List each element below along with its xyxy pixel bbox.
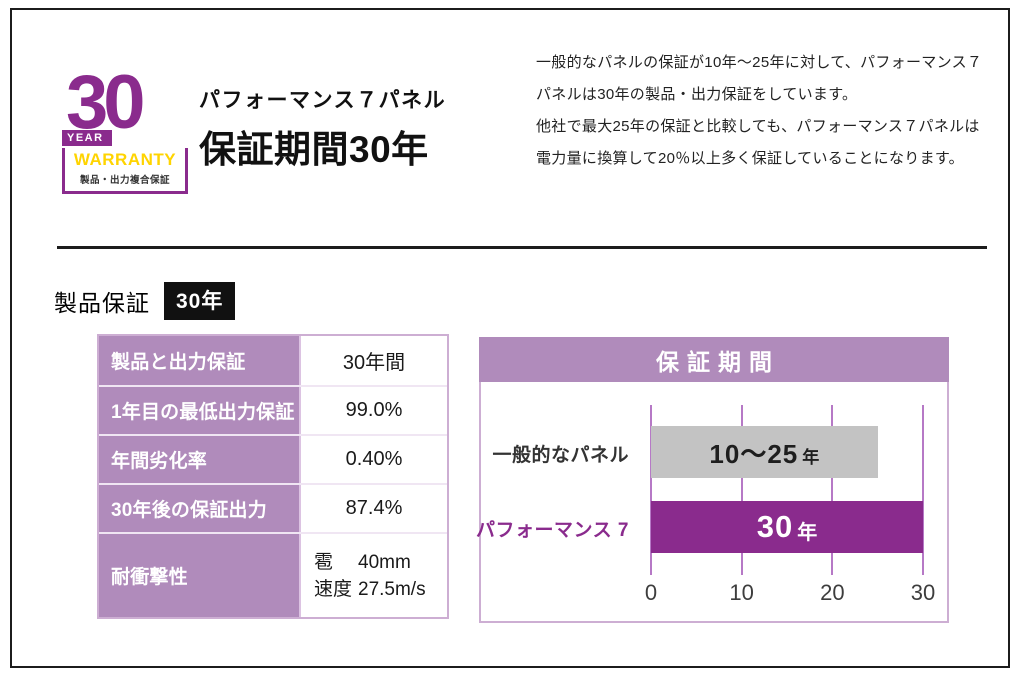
logo-year-label: YEAR xyxy=(62,130,112,146)
description-text: 一般的なパネルの保証が10年〜25年に対して、パフォーマンス７パネルは30年の製… xyxy=(536,47,986,175)
x-tick-0: 0 xyxy=(644,580,658,605)
impact-hail-line: 雹 40mm xyxy=(314,549,411,576)
category-label-generic-panel: 一般的なパネル xyxy=(492,445,629,466)
category-label-performance7: パフォーマンス 7 xyxy=(476,520,629,541)
row-value: 99.0% xyxy=(299,387,447,434)
horizontal-divider xyxy=(57,246,987,249)
table-row: 30年後の保証出力 87.4% xyxy=(99,483,447,532)
impact-hail-label: 雹 xyxy=(314,551,334,573)
x-tick-10: 10 xyxy=(729,580,754,605)
warranty-period-chart: 保証期間 一般的なパネル パフォーマンス 7 10〜25 年 30 年 0 10… xyxy=(476,337,949,623)
row-label: 耐衝撃性 xyxy=(99,534,299,617)
table-row: 製品と出力保証 30年間 xyxy=(99,336,447,385)
row-label: 年間劣化率 xyxy=(99,436,299,483)
panel-name: パフォーマンス７パネル xyxy=(199,89,447,112)
chart-plot-area: 一般的なパネル パフォーマンス 7 10〜25 年 30 年 0 10 20 3… xyxy=(476,382,949,623)
logo-number-30: 30 xyxy=(66,60,146,145)
chart-title: 保証期間 xyxy=(479,337,949,382)
description-line-1: 一般的なパネルの保証が10年〜25年に対して、パフォーマンス７パネルは30年の製… xyxy=(536,54,983,103)
bar-generic-panel: 10〜25 年 xyxy=(651,426,878,478)
gridline-0 xyxy=(650,405,652,575)
row-value-impact: 雹 40mm 速度 27.5m/s xyxy=(299,534,447,617)
row-label: 1年目の最低出力保証 xyxy=(99,387,299,434)
logo-sub-label: 製品・出力複合保証 xyxy=(79,175,170,186)
section-badge-30years: 30年 xyxy=(164,282,236,320)
section-heading: 製品保証 30年 xyxy=(54,282,236,320)
section-label: 製品保証 xyxy=(54,290,150,316)
bar-label-generic: 10〜25 xyxy=(709,438,799,469)
row-value: 0.40% xyxy=(299,436,447,483)
row-label: 30年後の保証出力 xyxy=(99,485,299,532)
bar-label-p7: 30 xyxy=(756,509,794,544)
chart-category-labels: 一般的なパネル パフォーマンス 7 xyxy=(476,382,639,621)
impact-hail-value: 40mm xyxy=(358,551,411,573)
table-row: 年間劣化率 0.40% xyxy=(99,434,447,483)
gridline-10 xyxy=(740,405,743,575)
table-row-impact-resistance: 耐衝撃性 雹 40mm 速度 27.5m/s xyxy=(99,532,447,617)
row-label: 製品と出力保証 xyxy=(99,336,299,385)
impact-speed-line: 速度 27.5m/s xyxy=(314,576,426,603)
gridline-30 xyxy=(922,405,924,575)
warranty-30year-logo: 30 YEAR WARRANTY 製品・出力複合保証 xyxy=(62,60,192,194)
title-block: パフォーマンス７パネル 保証期間30年 xyxy=(199,84,446,173)
impact-speed-value: 27.5m/s xyxy=(358,578,426,600)
impact-speed-label: 速度 xyxy=(314,578,353,600)
table-row: 1年目の最低出力保証 99.0% xyxy=(99,385,447,434)
spec-table: 製品と出力保証 30年間 1年目の最低出力保証 99.0% 年間劣化率 0.40… xyxy=(97,334,449,619)
bar-performance7: 30 年 xyxy=(651,501,923,553)
x-tick-20: 20 xyxy=(820,580,845,605)
row-value: 30年間 xyxy=(299,336,447,385)
bar-label-p7-unit: 年 xyxy=(797,521,818,544)
logo-lower-box: WARRANTY 製品・出力複合保証 xyxy=(62,148,188,194)
page-frame: 30 YEAR WARRANTY 製品・出力複合保証 パフォーマンス７パネル 保… xyxy=(10,8,1010,668)
bar-label-generic-unit: 年 xyxy=(802,447,820,467)
x-tick-30: 30 xyxy=(910,580,936,605)
row-value: 87.4% xyxy=(299,485,447,532)
logo-warranty-label: WARRANTY xyxy=(73,150,177,169)
page-title: 保証期間30年 xyxy=(199,129,429,170)
description-line-2: 他社で最大25年の保証と比較しても、パフォーマンス７パネルは電力量に換算して20… xyxy=(536,118,980,167)
gridline-20 xyxy=(831,405,834,575)
